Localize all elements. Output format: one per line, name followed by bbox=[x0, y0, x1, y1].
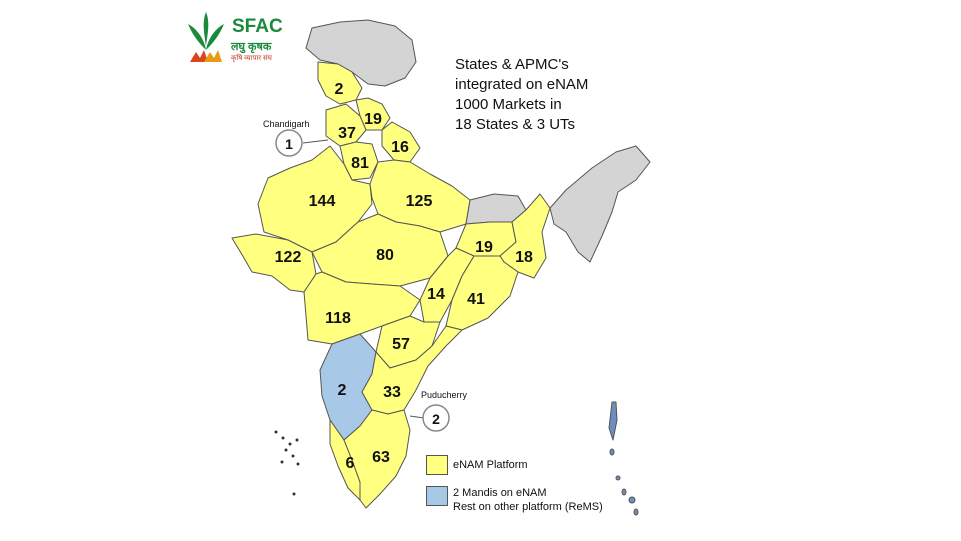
region-north-east bbox=[549, 145, 651, 263]
region-ladakh bbox=[305, 19, 417, 87]
legend-swatch-other bbox=[426, 486, 448, 506]
logo-title: SFAC bbox=[232, 16, 283, 37]
region-up[interactable] bbox=[369, 159, 471, 233]
nicobar-island bbox=[628, 496, 636, 504]
region-punjab[interactable] bbox=[325, 103, 367, 147]
count-puducherry: 2 bbox=[432, 411, 440, 427]
heading-line: integrated on eNAM bbox=[455, 76, 589, 93]
puducherry-label: Puducherry bbox=[421, 390, 468, 400]
count-mp: 80 bbox=[376, 247, 394, 264]
legend-swatch-enam bbox=[426, 455, 448, 475]
count-up: 125 bbox=[406, 193, 433, 210]
region-uttarakhand[interactable] bbox=[381, 121, 421, 163]
count-rajasthan: 144 bbox=[309, 193, 336, 210]
logo-tagline: कृषि व्यापार संघ bbox=[231, 55, 272, 62]
region-andhra[interactable] bbox=[361, 325, 463, 415]
region-odisha[interactable] bbox=[445, 255, 519, 331]
region-west-bengal[interactable] bbox=[499, 193, 551, 279]
chandigarh-label: Chandigarh bbox=[263, 119, 310, 129]
puducherry-callout-circle bbox=[422, 404, 450, 432]
legend-label-other-1: 2 Mandis on eNAM bbox=[453, 487, 547, 499]
count-jk: 2 bbox=[335, 81, 344, 98]
count-bihar: 19 bbox=[475, 239, 493, 256]
count-himachal: 19 bbox=[364, 111, 382, 128]
map-heading: States & APMC's integrated on eNAM 1000 … bbox=[455, 55, 588, 135]
count-kerala: 6 bbox=[346, 455, 355, 472]
andaman-islands bbox=[608, 401, 618, 441]
logo-hindi-text: लघु कृषक bbox=[231, 41, 272, 53]
heading-line: 1000 Markets in bbox=[455, 96, 562, 113]
region-tamil-nadu[interactable] bbox=[343, 409, 411, 509]
nicobar-island bbox=[633, 508, 639, 516]
heading-line: States & APMC's bbox=[455, 56, 569, 73]
legend-label-other-2: Rest on other platform (ReMS) bbox=[453, 501, 603, 513]
chandigarh-callout-circle bbox=[275, 129, 303, 157]
count-chandigarh: 1 bbox=[285, 136, 293, 152]
nicobar-island bbox=[621, 488, 627, 496]
nicobar-island bbox=[615, 475, 621, 481]
count-chhattisgarh: 14 bbox=[427, 286, 445, 303]
sfac-emblem-icon bbox=[188, 12, 224, 62]
count-punjab: 37 bbox=[338, 125, 356, 142]
heading-line: 18 States & 3 UTs bbox=[455, 116, 576, 133]
lakshadweep-islands bbox=[274, 430, 300, 496]
count-karnataka: 2 bbox=[338, 382, 347, 399]
count-uttarakhand: 16 bbox=[391, 139, 409, 156]
count-maharashtra: 118 bbox=[325, 310, 351, 327]
count-haryana: 81 bbox=[351, 155, 369, 172]
count-telangana: 57 bbox=[392, 336, 410, 353]
nicobar-island bbox=[609, 448, 615, 456]
count-odisha: 41 bbox=[467, 291, 485, 308]
count-west-bengal: 18 bbox=[515, 249, 533, 266]
count-andhra: 33 bbox=[383, 384, 401, 401]
sfac-logo: SFAC लघु कृषक कृषि व्यापार संघ bbox=[182, 10, 283, 72]
region-rajasthan[interactable] bbox=[257, 145, 373, 253]
legend-label-enam: eNAM Platform bbox=[453, 459, 528, 471]
count-gujarat: 122 bbox=[275, 249, 302, 266]
count-tamil-nadu: 63 bbox=[372, 449, 390, 466]
